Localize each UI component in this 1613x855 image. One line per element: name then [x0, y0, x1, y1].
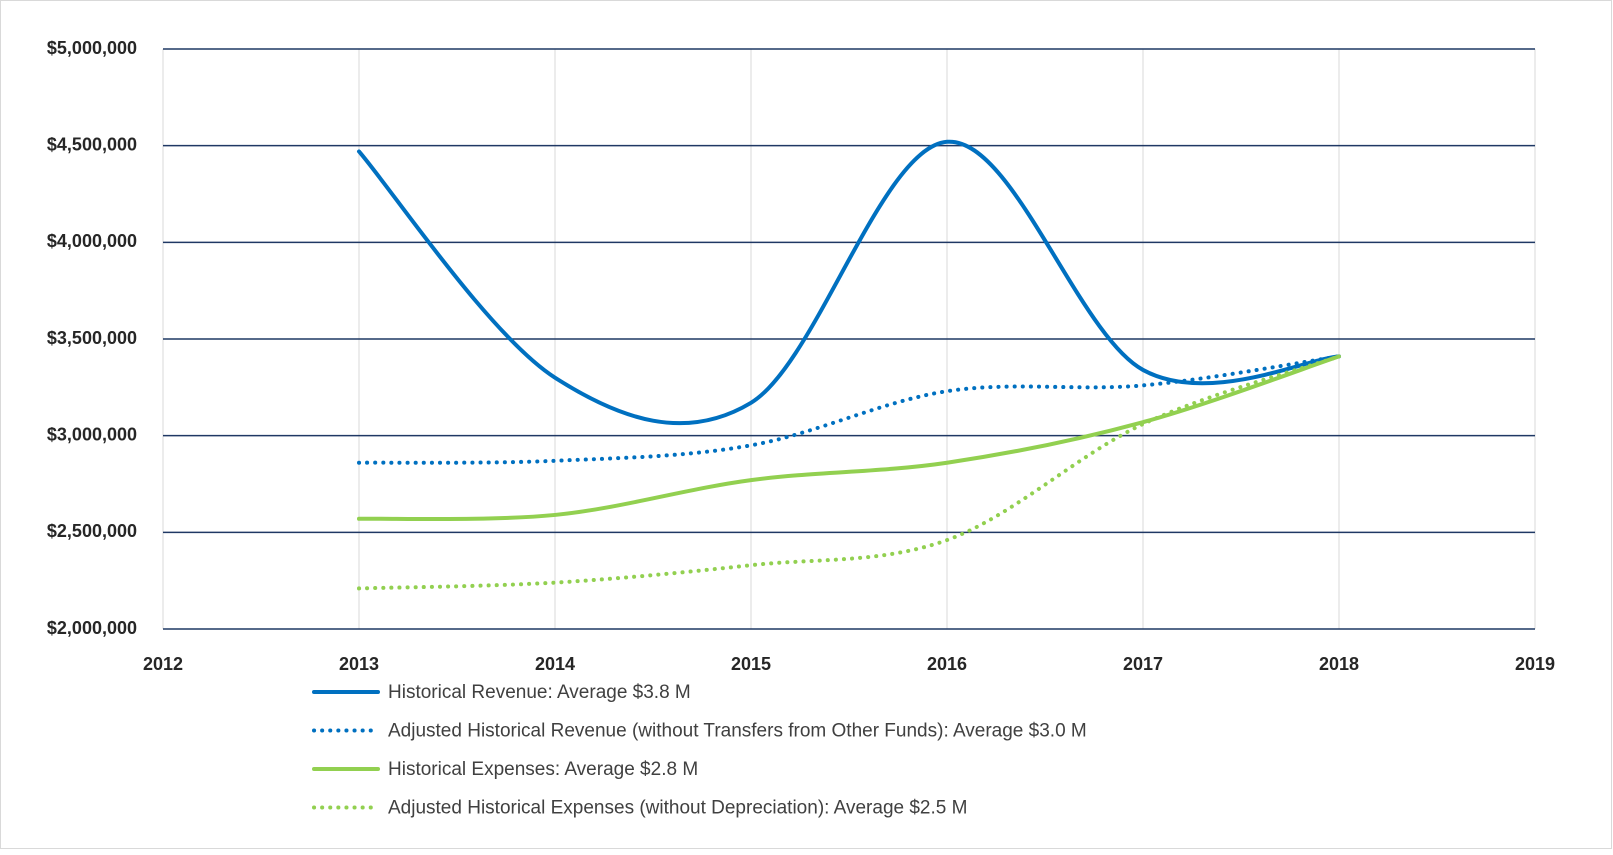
y-tick-label: $4,000,000: [47, 231, 137, 251]
x-tick-label: 2012: [143, 654, 183, 674]
x-tick-label: 2013: [339, 654, 379, 674]
legend-label: Historical Expenses: Average $2.8 M: [388, 759, 698, 780]
x-tick-label: 2015: [731, 654, 771, 674]
legend-label: Adjusted Historical Expenses (without De…: [388, 798, 967, 819]
legend-label: Historical Revenue: Average $3.8 M: [388, 682, 691, 703]
y-tick-label: $3,500,000: [47, 328, 137, 348]
y-tick-label: $2,000,000: [47, 618, 137, 638]
y-tick-label: $2,500,000: [47, 521, 137, 541]
x-tick-label: 2019: [1515, 654, 1555, 674]
x-tick-label: 2016: [927, 654, 967, 674]
x-tick-label: 2017: [1123, 654, 1163, 674]
series-line: [357, 354, 1341, 522]
series-line: [357, 354, 1341, 465]
x-tick-label: 2018: [1319, 654, 1359, 674]
y-tick-label: $3,000,000: [47, 424, 137, 444]
x-tick-label: 2014: [535, 654, 575, 674]
y-tick-label: $5,000,000: [47, 38, 137, 58]
y-tick-label: $4,500,000: [47, 134, 137, 154]
series-line: [357, 139, 1341, 426]
legend-label: Adjusted Historical Revenue (without Tra…: [388, 721, 1087, 742]
